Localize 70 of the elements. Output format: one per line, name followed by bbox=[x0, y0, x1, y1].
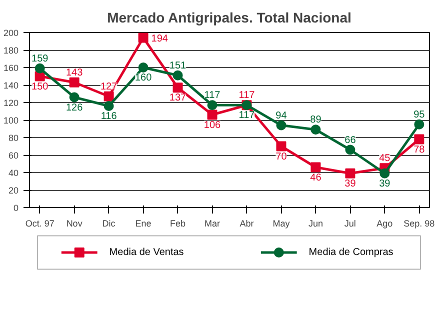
y-tick-label: 140 bbox=[3, 80, 19, 90]
y-tick-label: 40 bbox=[8, 168, 19, 178]
data-label: 106 bbox=[204, 120, 222, 131]
x-tick-label: Jul bbox=[344, 218, 356, 228]
point bbox=[34, 63, 45, 74]
data-label: 94 bbox=[276, 110, 288, 122]
point bbox=[276, 120, 286, 130]
y-tick-label: 180 bbox=[3, 46, 19, 56]
point bbox=[172, 70, 183, 80]
point bbox=[380, 168, 390, 178]
x-tick-label: Nov bbox=[66, 218, 83, 228]
point bbox=[138, 62, 148, 72]
y-tick-label: 100 bbox=[3, 116, 19, 126]
point bbox=[310, 162, 321, 172]
data-label: 117 bbox=[238, 110, 256, 122]
y-tick-label: 0 bbox=[13, 203, 19, 213]
point bbox=[207, 110, 218, 120]
data-label: 46 bbox=[310, 172, 322, 184]
data-label: 151 bbox=[169, 60, 187, 72]
data-label: 160 bbox=[134, 72, 152, 84]
point bbox=[207, 100, 218, 110]
legend-label: Media de Ventas bbox=[109, 247, 184, 258]
data-label: 45 bbox=[379, 153, 391, 164]
data-label: 116 bbox=[100, 111, 118, 122]
point bbox=[69, 92, 80, 102]
x-tick-label: Dic bbox=[102, 218, 116, 228]
data-label: 127 bbox=[100, 81, 118, 92]
point bbox=[345, 144, 356, 155]
y-tick-label: 200 bbox=[3, 28, 19, 38]
data-label: 70 bbox=[276, 151, 288, 162]
data-label: 78 bbox=[414, 144, 426, 156]
point bbox=[172, 82, 183, 93]
data-label: 194 bbox=[151, 33, 168, 44]
point bbox=[414, 119, 424, 130]
x-tick-label: Abr bbox=[240, 218, 254, 228]
x-tick-label: Feb bbox=[170, 218, 186, 228]
point bbox=[69, 77, 80, 88]
data-label: 39 bbox=[344, 178, 356, 190]
x-tick-label: Oct. 97 bbox=[25, 218, 54, 228]
data-label: 117 bbox=[204, 90, 221, 102]
data-label: 117 bbox=[238, 90, 256, 102]
data-label: 137 bbox=[169, 92, 187, 104]
y-tick-label: 80 bbox=[8, 133, 19, 143]
x-tick-label: Ene bbox=[135, 218, 152, 228]
data-label: 159 bbox=[32, 53, 49, 64]
legend-label: Media de Compras bbox=[308, 247, 394, 258]
data-label: 150 bbox=[32, 81, 49, 92]
data-label: 66 bbox=[344, 134, 356, 146]
y-tick-label: 160 bbox=[3, 63, 19, 73]
point bbox=[104, 101, 114, 111]
chart-title: Mercado Antigripales. Total Nacional bbox=[107, 10, 352, 26]
y-tick-label: 120 bbox=[3, 98, 19, 108]
point bbox=[310, 124, 321, 135]
data-label: 89 bbox=[310, 114, 322, 126]
x-tick-label: Mar bbox=[204, 218, 220, 228]
y-tick-label: 20 bbox=[8, 186, 19, 196]
data-label: 126 bbox=[66, 102, 84, 114]
y-tick-label: 60 bbox=[8, 150, 19, 160]
x-tick-label: May bbox=[272, 218, 290, 228]
point bbox=[414, 134, 424, 144]
data-label: 143 bbox=[66, 67, 84, 78]
data-label: 95 bbox=[414, 109, 426, 120]
data-label: 39 bbox=[379, 178, 391, 190]
x-tick-label: Ago bbox=[376, 218, 393, 228]
x-tick-label: Jun bbox=[308, 218, 323, 228]
x-tick-label: Sep. 98 bbox=[404, 218, 435, 228]
point bbox=[345, 168, 356, 178]
point bbox=[276, 141, 286, 152]
point bbox=[104, 91, 114, 102]
point bbox=[138, 32, 148, 43]
